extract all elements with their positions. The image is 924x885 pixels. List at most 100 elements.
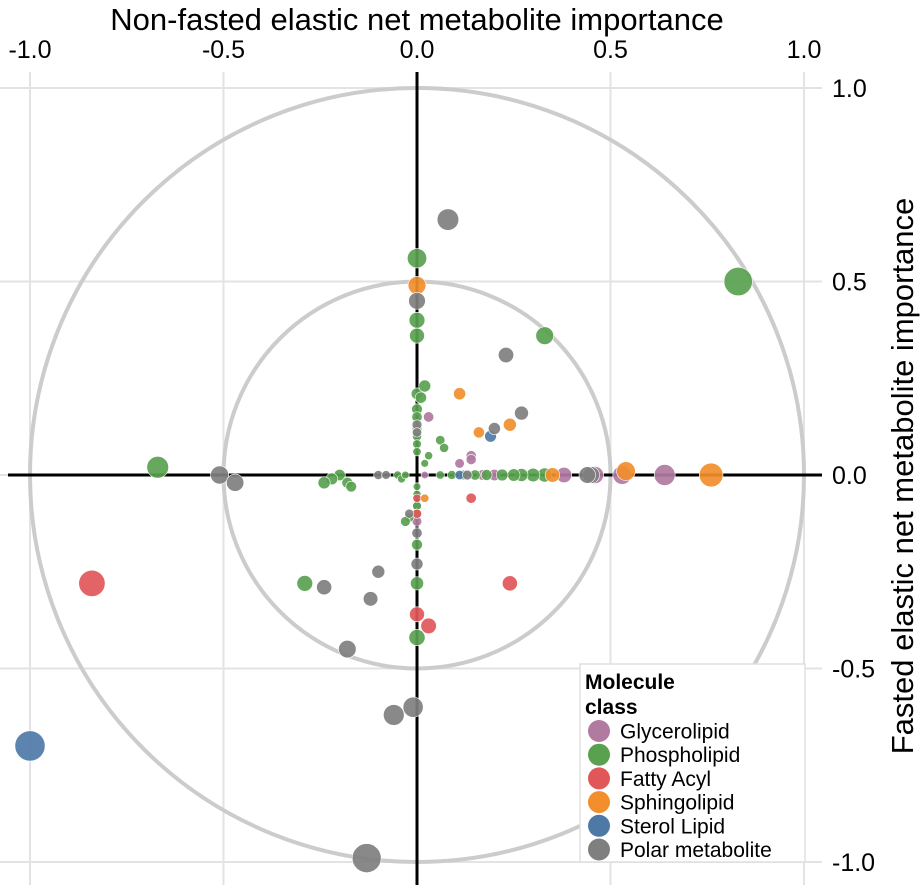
point-phospholipid <box>507 468 521 482</box>
point-sphingolipid <box>473 426 485 439</box>
point-polar-metabolite <box>371 564 386 579</box>
legend-title-line-1: Molecule <box>585 671 675 694</box>
x-tick-label: 0.0 <box>400 36 435 64</box>
point-phospholipid <box>146 456 169 479</box>
point-sphingolipid <box>616 461 636 481</box>
legend-label: Sphingolipid <box>620 792 734 815</box>
x-tick-label: 1.0 <box>787 36 822 64</box>
legend-label: Sterol Lipid <box>620 815 725 838</box>
point-polar-metabolite <box>210 465 230 485</box>
legend-title-line-2: class <box>585 696 638 719</box>
point-phospholipid <box>408 312 426 329</box>
point-phospholipid <box>424 451 434 461</box>
data-points <box>14 208 753 873</box>
y-tick-label: -1.0 <box>832 849 875 877</box>
point-polar-metabolite <box>408 292 426 310</box>
point-polar-metabolite <box>383 704 405 726</box>
point-phospholipid <box>406 248 427 269</box>
point-polar-metabolite <box>514 405 529 421</box>
y-tick-label: 0.5 <box>832 269 867 297</box>
point-sphingolipid <box>503 417 517 432</box>
point-phospholipid <box>480 469 493 481</box>
point-phospholipid <box>411 538 423 551</box>
y-axis-title: Fasted elastic net metabolite importance <box>885 198 920 755</box>
point-fatty-acyl <box>409 606 425 623</box>
point-phospholipid <box>418 379 432 393</box>
y-tick-labels: 1.0 0.5 0.0 -0.5 -1.0 <box>832 75 875 877</box>
point-fatty-acyl <box>465 492 477 504</box>
point-glycerolipid <box>420 470 429 479</box>
point-fatty-acyl <box>420 617 437 635</box>
point-phospholipid <box>408 629 426 646</box>
legend-swatch <box>588 791 610 814</box>
x-tick-labels: -1.0 -0.5 0.0 0.5 1.0 <box>8 36 821 64</box>
point-sterol-lipid <box>14 730 46 762</box>
point-phospholipid <box>410 576 424 591</box>
point-sphingolipid <box>544 467 561 483</box>
point-polar-metabolite <box>411 527 423 539</box>
point-phospholipid <box>435 435 446 446</box>
point-polar-metabolite <box>316 579 333 596</box>
point-polar-metabolite <box>410 557 424 571</box>
point-glycerolipid <box>423 411 435 423</box>
point-phospholipid <box>435 470 445 480</box>
point-sphingolipid <box>407 276 427 295</box>
point-polar-metabolite <box>338 640 357 659</box>
point-polar-metabolite <box>381 470 391 480</box>
point-polar-metabolite <box>226 473 245 492</box>
point-polar-metabolite <box>351 843 382 873</box>
legend-swatch <box>588 743 610 766</box>
x-tick-label: 0.5 <box>593 36 628 64</box>
legend-box <box>579 663 806 863</box>
legend-label: Fatty Acyl <box>620 768 711 791</box>
point-fatty-acyl <box>501 575 518 592</box>
point-polar-metabolite <box>402 696 424 718</box>
legend-label: Glycerolipid <box>620 721 730 744</box>
legend-label: Polar metabolite <box>620 839 772 862</box>
point-phospholipid <box>420 459 429 468</box>
point-sphingolipid <box>453 387 466 401</box>
legend-swatch <box>588 720 610 742</box>
point-polar-metabolite <box>411 427 422 438</box>
legend-label: Phospholipid <box>620 744 740 767</box>
point-polar-metabolite <box>404 508 415 519</box>
point-phospholipid <box>535 326 554 345</box>
x-tick-label: -0.5 <box>202 36 245 64</box>
point-phospholipid <box>412 447 422 457</box>
point-polar-metabolite <box>498 347 515 364</box>
point-phospholipid <box>439 443 449 453</box>
y-tick-label: -0.5 <box>832 656 875 684</box>
point-polar-metabolite <box>578 466 596 484</box>
point-polar-metabolite <box>462 469 473 481</box>
point-phospholipid <box>414 391 427 404</box>
point-glycerolipid <box>653 464 676 486</box>
legend-swatch <box>588 814 610 837</box>
point-fatty-acyl <box>78 569 106 597</box>
point-phospholipid <box>296 575 313 592</box>
x-axis-title: Non-fasted elastic net metabolite import… <box>110 2 723 37</box>
point-sphingolipid <box>698 462 724 488</box>
point-glycerolipid <box>465 454 477 465</box>
point-phospholipid <box>495 468 509 482</box>
y-tick-label: 1.0 <box>832 75 867 103</box>
point-phospholipid <box>345 480 357 493</box>
legend: Molecule class GlycerolipidPhospholipidF… <box>579 663 806 863</box>
point-phospholipid <box>723 266 753 296</box>
point-phospholipid <box>412 482 422 491</box>
zero-axes <box>8 72 822 885</box>
legend-swatch <box>588 767 610 790</box>
point-phospholipid <box>409 327 425 344</box>
point-phospholipid <box>317 476 331 490</box>
legend-swatch <box>588 838 610 861</box>
point-polar-metabolite <box>487 422 501 435</box>
x-tick-label: -1.0 <box>8 36 51 64</box>
point-fatty-acyl <box>412 493 422 503</box>
point-sphingolipid <box>420 493 430 503</box>
y-tick-label: 0.0 <box>832 462 867 490</box>
point-phospholipid <box>401 470 410 480</box>
point-phospholipid <box>525 467 541 483</box>
point-phospholipid <box>412 439 422 449</box>
point-glycerolipid <box>454 458 465 469</box>
